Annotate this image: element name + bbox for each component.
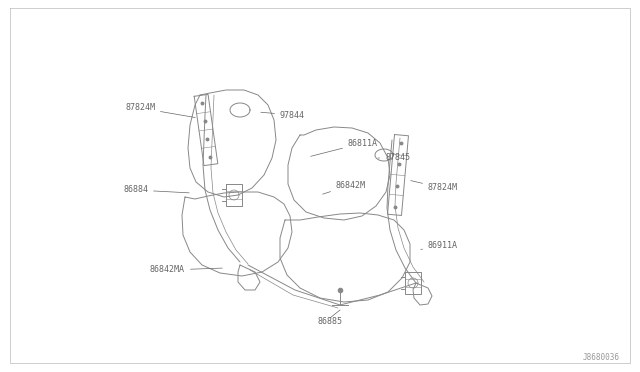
Text: 86842MA: 86842MA: [150, 266, 222, 275]
Text: 87845: 87845: [378, 154, 410, 163]
Text: 97844: 97844: [260, 110, 305, 119]
Text: 86911A: 86911A: [420, 241, 458, 250]
Text: 86885: 86885: [317, 317, 342, 327]
Text: J8680036: J8680036: [583, 353, 620, 362]
Text: 86884: 86884: [123, 186, 189, 195]
Text: 87824M: 87824M: [125, 103, 195, 118]
Text: 87824M: 87824M: [411, 181, 458, 192]
Text: 86842M: 86842M: [323, 180, 366, 194]
Text: 86811A: 86811A: [310, 138, 378, 156]
